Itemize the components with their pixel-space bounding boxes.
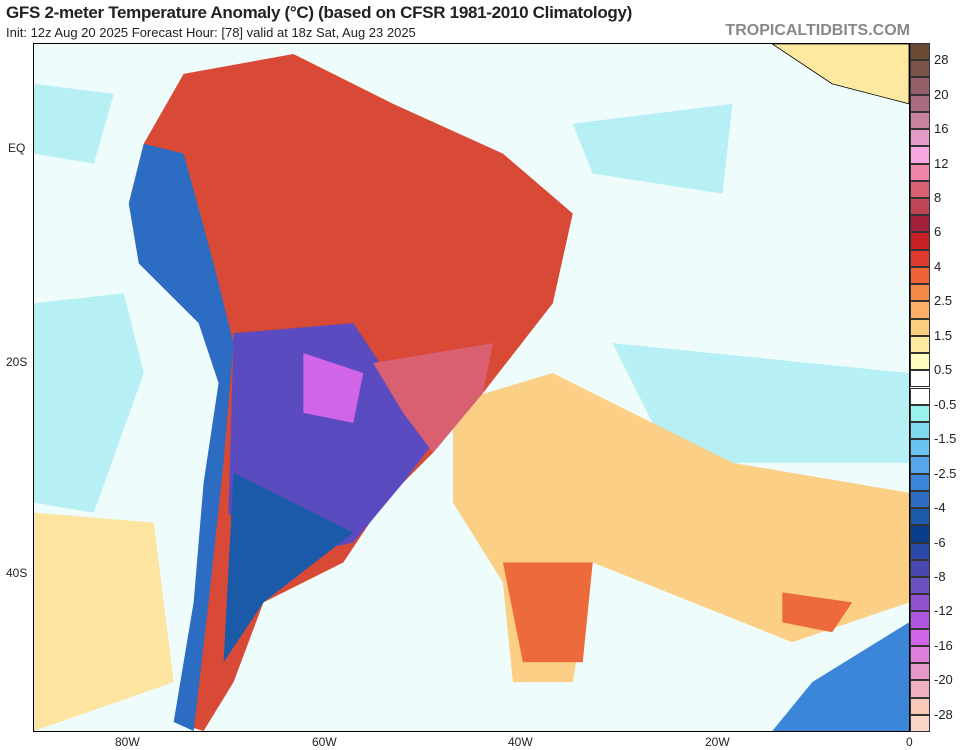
colorbar-swatch <box>910 335 930 354</box>
colorbar-swatch <box>910 576 930 595</box>
colorbar-swatch <box>910 353 930 371</box>
andes-cold-band <box>128 143 234 731</box>
colorbar-label: -4 <box>934 500 946 516</box>
colorbar-swatch <box>910 663 930 681</box>
colorbar-label: -16 <box>934 637 953 653</box>
colorbar <box>910 43 930 732</box>
colorbar-swatch <box>910 421 930 440</box>
colorbar-swatch <box>910 215 930 233</box>
core-cold-anomaly <box>303 353 364 423</box>
colorbar-label: -28 <box>934 706 953 722</box>
colorbar-label: 28 <box>934 52 949 68</box>
colorbar-label: 0.5 <box>934 362 953 378</box>
southeast-brazil-warm <box>373 343 493 453</box>
colorbar-swatch <box>910 198 930 216</box>
colorbar-swatch <box>910 714 930 732</box>
colorbar-swatch <box>910 249 930 267</box>
colorbar-swatch <box>910 43 930 61</box>
lat-label: 40S <box>6 566 28 580</box>
colorbar-swatch <box>910 525 930 543</box>
colorbar-swatch <box>910 473 930 491</box>
colorbar-swatch <box>910 594 930 612</box>
colorbar-swatch <box>910 301 930 319</box>
colorbar-swatch <box>910 508 930 526</box>
colorbar-label: -20 <box>934 672 953 688</box>
colorbar-label: -2.5 <box>934 465 957 481</box>
lat-label: 20S <box>6 355 28 369</box>
lon-label: 40W <box>508 735 533 749</box>
colorbar-swatch <box>910 559 930 577</box>
colorbar-swatch <box>910 456 930 474</box>
colorbar-swatch <box>910 490 930 509</box>
colorbar-swatch <box>910 111 930 130</box>
colorbar-swatch <box>910 370 930 388</box>
watermark: TROPICALTIDBITS.COM <box>725 22 910 39</box>
ocean-hot-spot <box>502 562 853 663</box>
colorbar-swatch <box>910 94 930 112</box>
pacific-warm <box>34 512 174 731</box>
lat-label: EQ <box>8 141 26 155</box>
colorbar-label: 16 <box>934 121 949 137</box>
south-atlantic-cold <box>772 622 909 731</box>
ocean-cool-patches <box>34 83 909 513</box>
colorbar-swatch <box>910 146 930 164</box>
colorbar-label: 2.5 <box>934 293 953 309</box>
colorbar-swatch <box>910 180 930 199</box>
lon-label: 20W <box>705 735 730 749</box>
colorbar-swatch <box>910 232 930 250</box>
colorbar-label: 4 <box>934 258 942 274</box>
colorbar-swatch <box>910 404 930 422</box>
colorbar-swatch <box>910 439 930 457</box>
colorbar-swatch <box>910 628 930 646</box>
colorbar-swatch <box>910 680 930 698</box>
map-subtitle: Init: 12z Aug 20 2025 Forecast Hour: [78… <box>6 25 416 40</box>
colorbar-label: 20 <box>934 86 949 102</box>
lon-label: 0 <box>906 735 913 749</box>
colorbar-swatch <box>910 697 930 715</box>
lon-label: 80W <box>115 735 140 749</box>
colorbar-swatch <box>910 284 930 302</box>
colorbar-label: 6 <box>934 224 942 240</box>
lon-label: 60W <box>312 735 337 749</box>
colorbar-swatch <box>910 129 930 147</box>
temperature-anomaly-map <box>33 43 910 732</box>
colorbar-label: 8 <box>934 190 942 206</box>
colorbar-label: -1.5 <box>934 431 957 447</box>
colorbar-label: 12 <box>934 155 949 171</box>
colorbar-label: -8 <box>934 568 946 584</box>
colorbar-swatch <box>910 611 930 629</box>
colorbar-label: 1.5 <box>934 327 953 343</box>
colorbar-swatch <box>910 60 930 78</box>
colorbar-label: -12 <box>934 603 953 619</box>
colorbar-swatch <box>910 77 930 95</box>
map-title: GFS 2-meter Temperature Anomaly (°C) (ba… <box>6 3 633 22</box>
patagonia-cold <box>223 472 354 663</box>
colorbar-label: -0.5 <box>934 396 957 412</box>
colorbar-swatch <box>910 387 930 405</box>
colorbar-swatch <box>910 542 930 560</box>
colorbar-label: -6 <box>934 534 946 550</box>
colorbar-swatch <box>910 645 930 664</box>
colorbar-swatch <box>910 318 930 336</box>
africa-coast <box>771 44 909 105</box>
colorbar-swatch <box>910 266 930 285</box>
colorbar-swatch <box>910 163 930 181</box>
